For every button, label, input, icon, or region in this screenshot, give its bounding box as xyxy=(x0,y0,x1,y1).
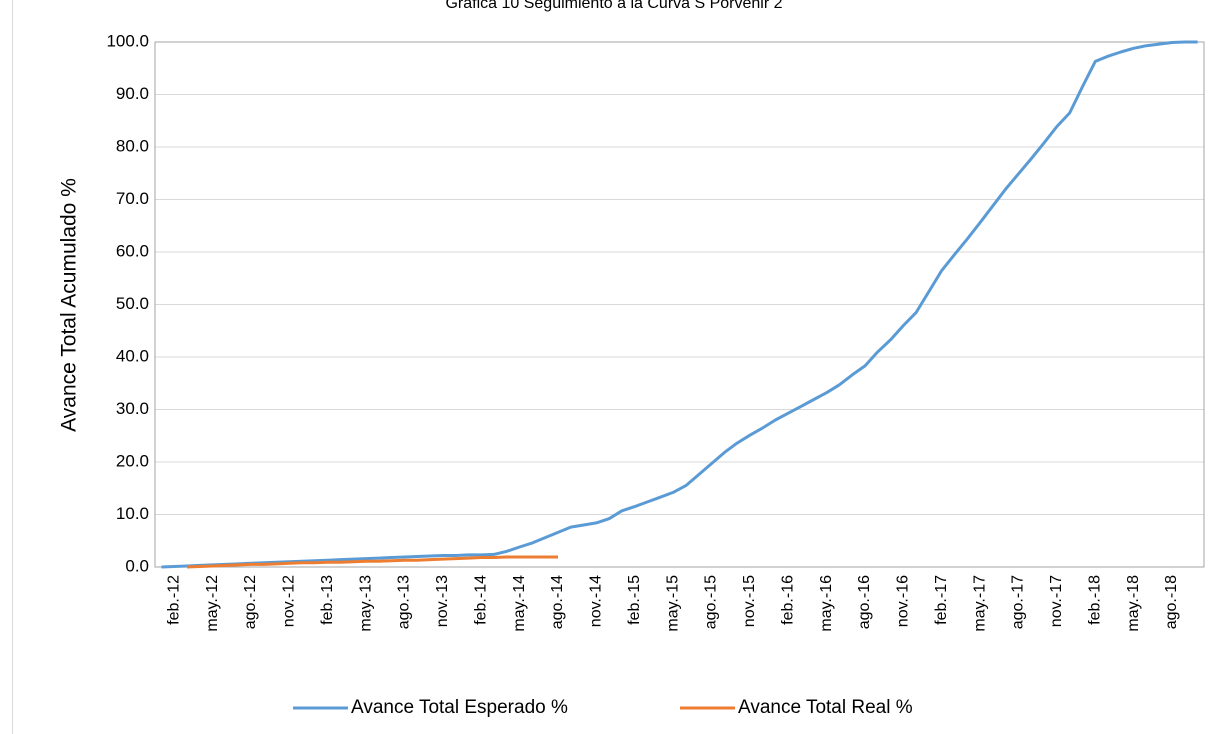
chart-frame xyxy=(12,0,13,734)
legend-label: Avance Total Real % xyxy=(738,697,913,718)
x-tick-label: ago.-15 xyxy=(703,575,720,629)
y-tick-label: 50.0 xyxy=(116,294,149,313)
y-tick-label: 10.0 xyxy=(116,504,149,523)
x-tick-label: may.-12 xyxy=(204,575,221,632)
y-tick-label: 100.0 xyxy=(106,31,149,50)
x-tick-label: may.-16 xyxy=(818,575,835,632)
x-tick-label: feb.-18 xyxy=(1086,575,1103,625)
x-tick-label: nov.-13 xyxy=(434,575,451,627)
x-tick-label: feb.-15 xyxy=(626,575,643,625)
x-tick-label: ago.-14 xyxy=(549,575,566,629)
y-axis-label: Avance Total Acumulado % xyxy=(58,178,81,432)
x-tick-label: nov.-16 xyxy=(895,575,912,627)
y-tick-label: 0.0 xyxy=(125,556,149,575)
x-tick-label: nov.-17 xyxy=(1048,575,1065,627)
y-tick-label: 40.0 xyxy=(116,346,149,365)
x-tick-label: may.-18 xyxy=(1125,575,1142,632)
x-tick-label: ago.-13 xyxy=(396,575,413,629)
x-tick-label: feb.-17 xyxy=(933,575,950,625)
y-tick-label: 20.0 xyxy=(116,451,149,470)
x-tick-label: may.-15 xyxy=(664,575,681,632)
x-tick-label: ago.-18 xyxy=(1163,575,1180,629)
x-tick-label: ago.-16 xyxy=(856,575,873,629)
series-line xyxy=(161,40,1198,569)
x-tick-label: feb.-16 xyxy=(779,575,796,625)
x-tick-label: may.-17 xyxy=(971,575,988,632)
x-tick-label: feb.-12 xyxy=(165,575,182,625)
y-tick-label: 80.0 xyxy=(116,136,149,155)
y-tick-label: 30.0 xyxy=(116,399,149,418)
chart-title: Gráfica 10 Seguimiento a la Curva S Porv… xyxy=(445,0,782,12)
x-tick-label: feb.-13 xyxy=(319,575,336,625)
x-tick-label: may.-13 xyxy=(357,575,374,632)
x-tick-label: nov.-15 xyxy=(741,575,758,627)
series-line xyxy=(186,555,558,569)
x-tick-label: ago.-17 xyxy=(1010,575,1027,629)
y-tick-label: 90.0 xyxy=(116,84,149,103)
y-tick-label: 60.0 xyxy=(116,241,149,260)
x-tick-label: may.-14 xyxy=(511,575,528,632)
legend-label: Avance Total Esperado % xyxy=(351,697,568,718)
x-tick-label: ago.-12 xyxy=(242,575,259,629)
x-tick-label: feb.-14 xyxy=(472,575,489,625)
x-tick-label: nov.-14 xyxy=(588,575,605,627)
y-tick-label: 70.0 xyxy=(116,189,149,208)
plot-border xyxy=(154,41,1205,568)
x-tick-label: nov.-12 xyxy=(281,575,298,627)
